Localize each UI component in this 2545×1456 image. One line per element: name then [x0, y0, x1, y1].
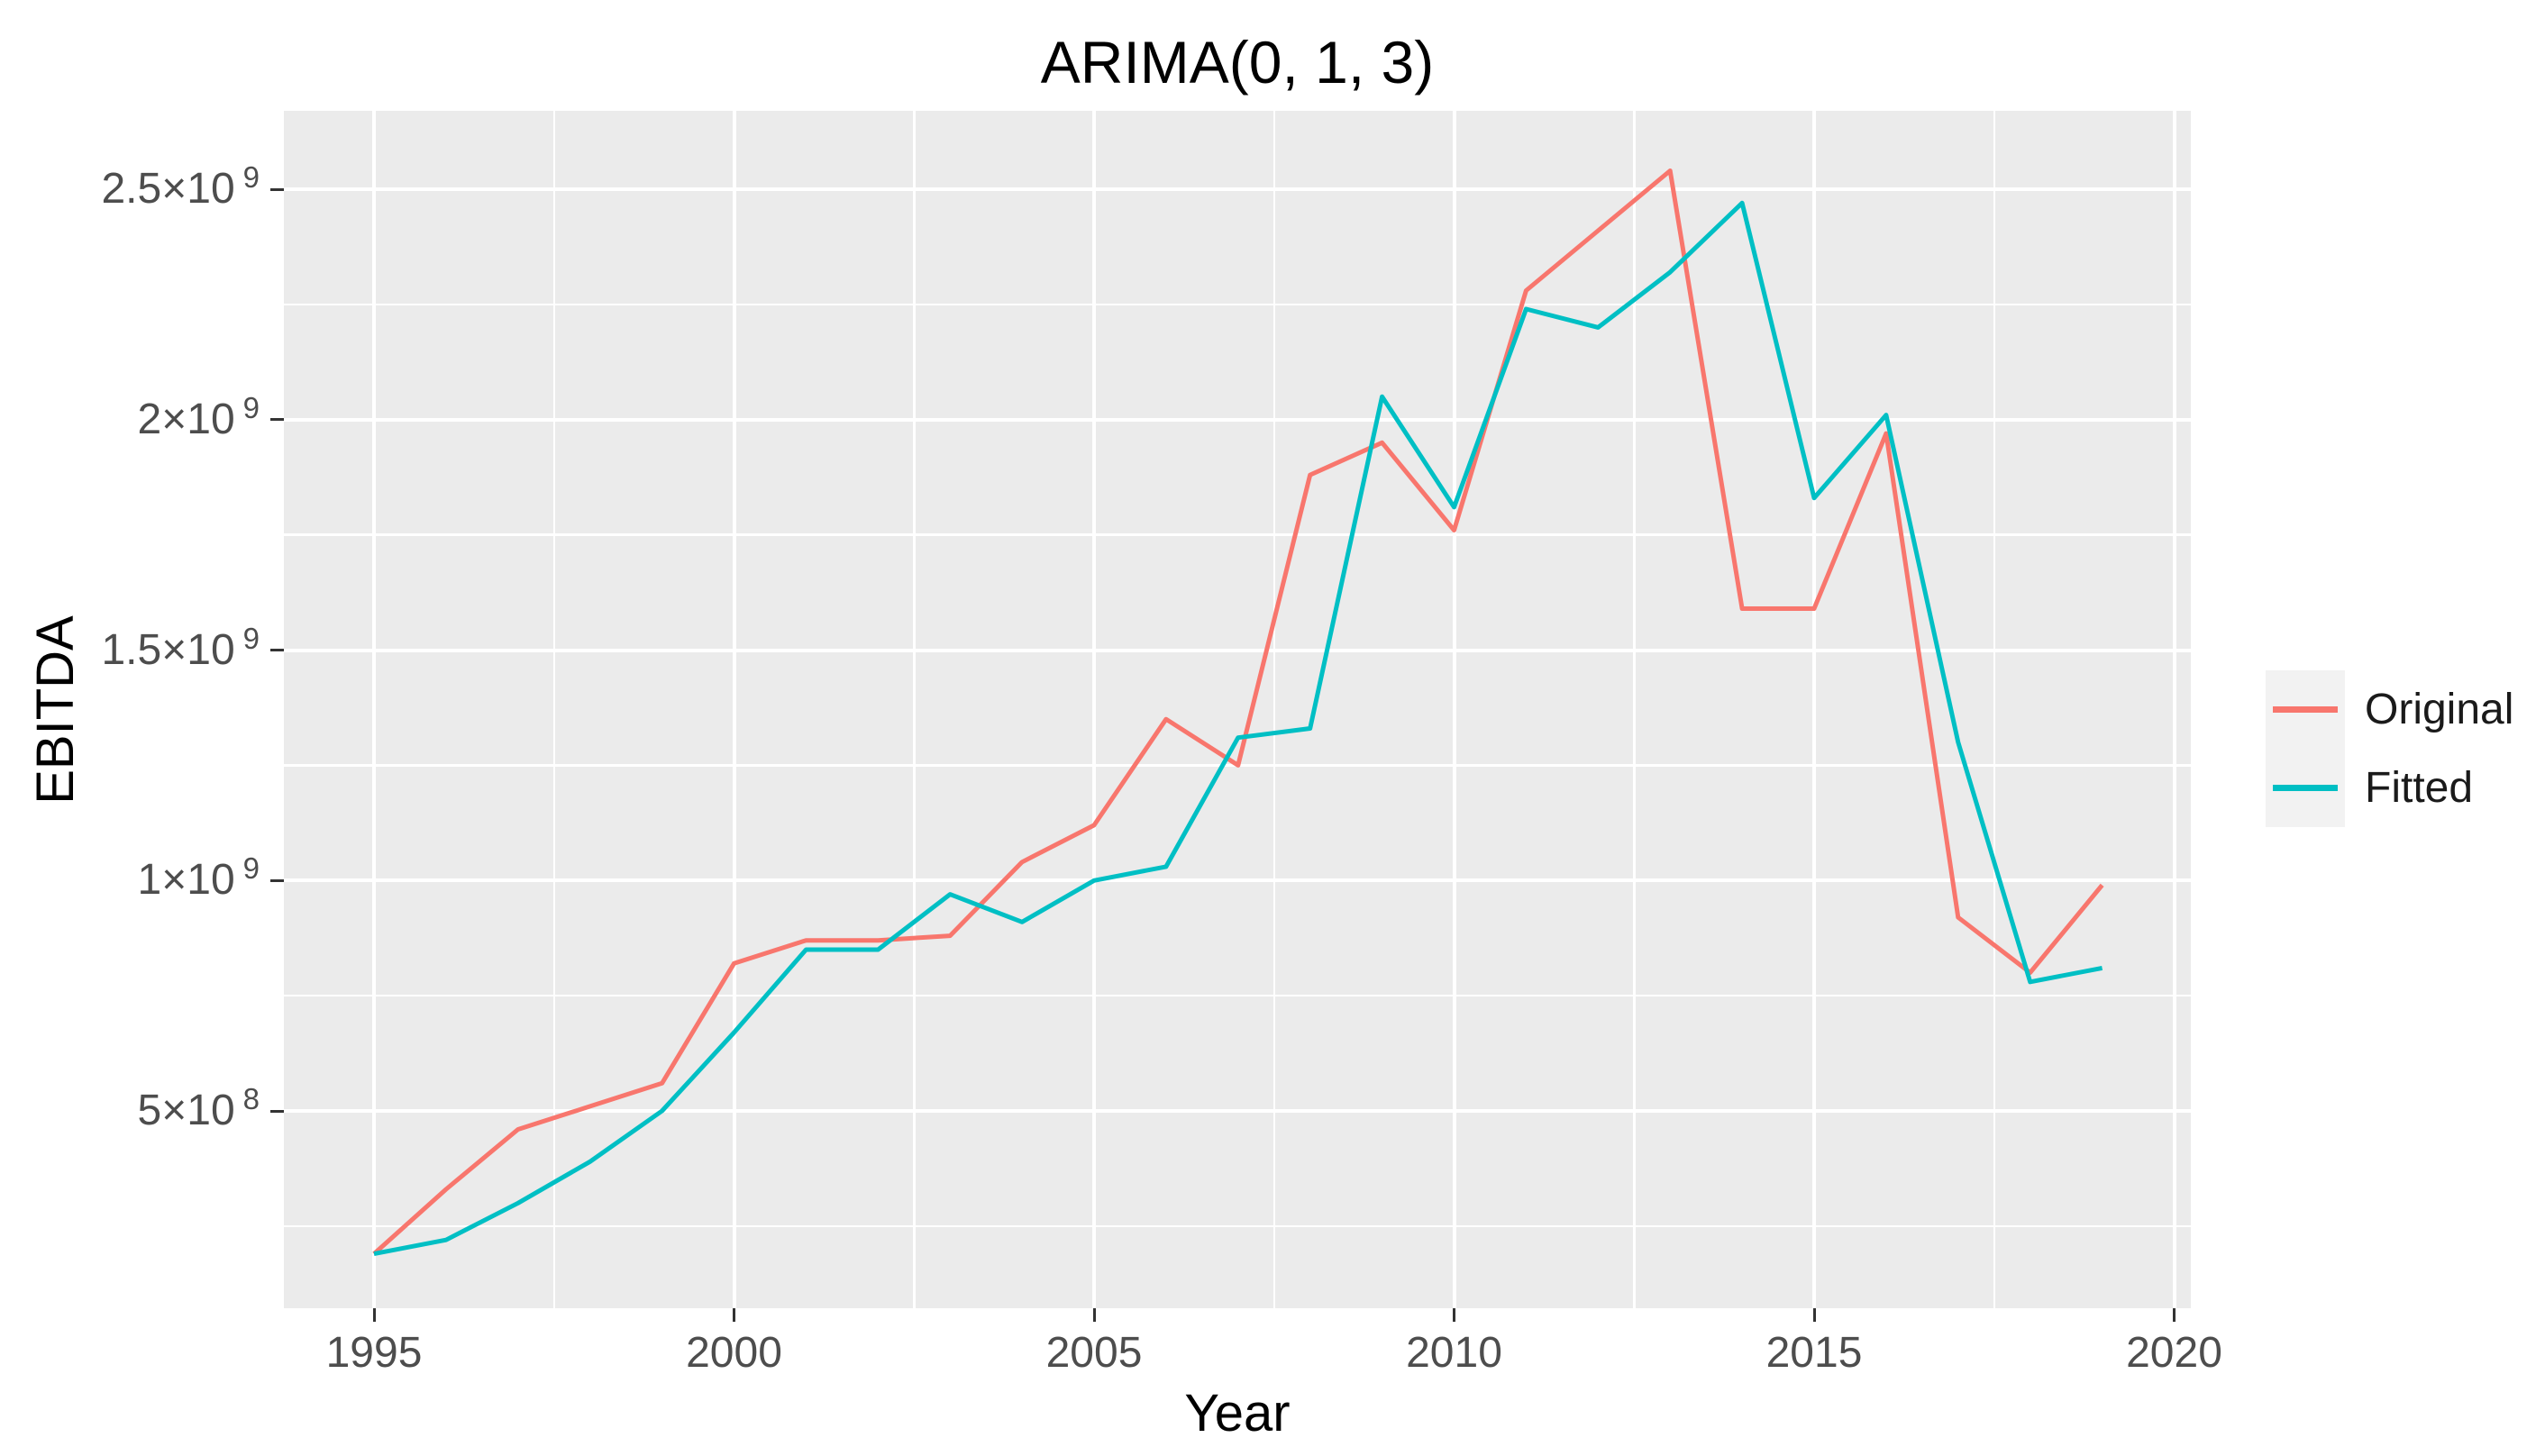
- y-tick-label: 2×10 9: [137, 390, 260, 443]
- y-axis-tick: [270, 1109, 284, 1113]
- x-major-gridline: [1452, 111, 1456, 1308]
- y-major-gridline: [284, 1109, 2191, 1113]
- legend-item-fitted: Fitted: [2266, 749, 2545, 827]
- original-line-swatch-icon: [2273, 706, 2338, 713]
- x-axis-tick: [1453, 1308, 1455, 1322]
- x-minor-gridline: [552, 111, 555, 1308]
- y-major-gridline: [284, 417, 2191, 422]
- x-major-gridline: [2172, 111, 2176, 1308]
- legend-key-original: [2266, 670, 2345, 749]
- legend-key-fitted: [2266, 749, 2345, 827]
- y-major-gridline: [284, 648, 2191, 652]
- x-axis-tick: [733, 1308, 735, 1322]
- x-tick-label: 2010: [1406, 1329, 1502, 1377]
- legend: Original Fitted: [2266, 670, 2545, 827]
- y-axis-tick: [270, 418, 284, 422]
- legend-label-original: Original: [2365, 686, 2514, 733]
- y-major-gridline: [284, 878, 2191, 883]
- y-minor-gridline: [284, 994, 2191, 997]
- y-axis-title: EBITDA: [26, 614, 85, 805]
- x-tick-label: 2015: [1765, 1329, 1863, 1377]
- y-minor-gridline: [284, 533, 2191, 536]
- x-axis-tick: [1812, 1308, 1816, 1322]
- x-axis-tick: [1092, 1308, 1096, 1322]
- y-tick-label: 1×10 9: [137, 851, 260, 905]
- x-major-gridline: [372, 111, 376, 1308]
- y-tick-label: 1.5×10 9: [101, 621, 260, 674]
- y-major-gridline: [284, 187, 2191, 191]
- x-major-gridline: [1092, 111, 1096, 1308]
- x-axis-tick: [2173, 1308, 2176, 1322]
- y-minor-gridline: [284, 1224, 2191, 1228]
- x-tick-label: 2000: [686, 1329, 782, 1377]
- x-tick-label: 1995: [325, 1329, 423, 1377]
- fitted-line: [373, 200, 2103, 1257]
- y-minor-gridline: [284, 303, 2191, 306]
- legend-label-fitted: Fitted: [2365, 764, 2474, 812]
- original-line: [372, 168, 2104, 1256]
- x-axis-tick: [372, 1308, 376, 1322]
- x-minor-gridline: [913, 111, 916, 1308]
- fitted-line-swatch-icon: [2273, 785, 2338, 791]
- y-axis-tick: [270, 649, 284, 651]
- y-tick-label: 2.5×10 9: [101, 160, 260, 213]
- legend-item-original: Original: [2266, 670, 2545, 749]
- x-tick-label: 2005: [1045, 1329, 1143, 1377]
- y-tick-label: 5×10 8: [137, 1082, 260, 1134]
- x-major-gridline: [1812, 111, 1816, 1308]
- x-axis-title: Year: [1184, 1384, 1291, 1442]
- chart-title: ARIMA(0, 1, 3): [1040, 29, 1435, 96]
- x-tick-label: 2020: [2126, 1329, 2222, 1377]
- y-axis-tick: [270, 878, 284, 882]
- y-axis-tick: [270, 187, 284, 191]
- x-minor-gridline: [1633, 111, 1636, 1308]
- plot-panel: [284, 111, 2191, 1308]
- x-major-gridline: [732, 111, 736, 1308]
- x-minor-gridline: [1993, 111, 1995, 1308]
- x-minor-gridline: [1272, 111, 1275, 1308]
